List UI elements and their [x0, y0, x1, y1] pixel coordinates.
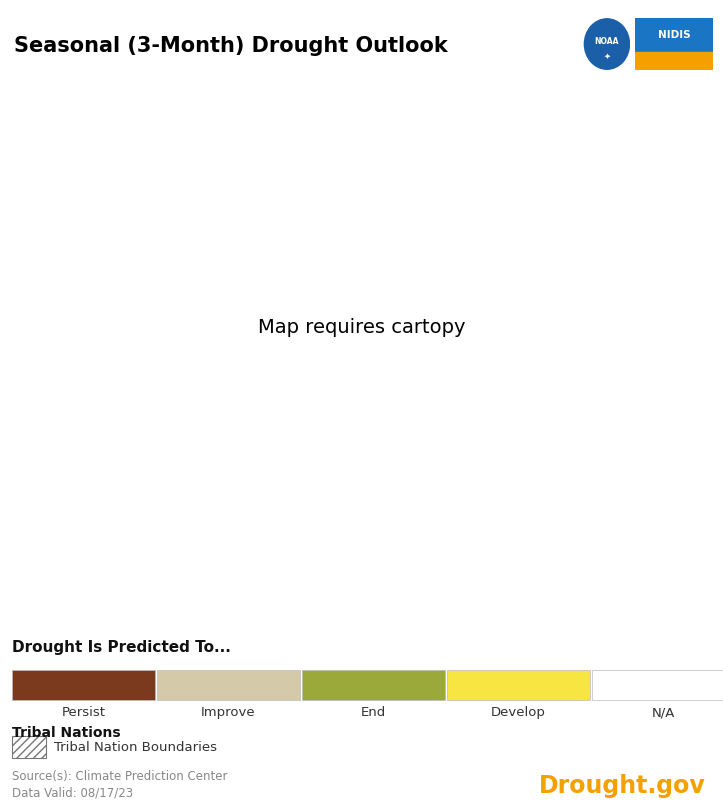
Bar	[635, 18, 713, 52]
Bar	[592, 670, 723, 701]
Text: Seasonal (3-Month) Drought Outlook: Seasonal (3-Month) Drought Outlook	[14, 36, 448, 57]
Text: Map requires cartopy: Map requires cartopy	[258, 318, 465, 337]
Text: Drought Is Predicted To...: Drought Is Predicted To...	[12, 640, 231, 655]
Bar	[302, 670, 445, 701]
Text: NIDIS: NIDIS	[657, 30, 690, 40]
Text: N/A: N/A	[652, 706, 675, 719]
Bar	[157, 670, 300, 701]
Text: ✦: ✦	[604, 51, 610, 60]
Text: Persist: Persist	[61, 706, 106, 719]
Circle shape	[584, 19, 630, 69]
Bar	[635, 52, 713, 70]
Text: Data Valid: 08/17/23: Data Valid: 08/17/23	[12, 786, 133, 799]
Text: Develop: Develop	[491, 706, 546, 719]
Text: Improve: Improve	[201, 706, 256, 719]
Text: Drought.gov: Drought.gov	[539, 774, 706, 798]
Text: Tribal Nation Boundaries: Tribal Nation Boundaries	[54, 741, 217, 754]
Text: Source(s): Climate Prediction Center: Source(s): Climate Prediction Center	[12, 770, 228, 783]
Text: Tribal Nations: Tribal Nations	[12, 726, 121, 740]
Bar	[447, 670, 590, 701]
Text: End: End	[361, 706, 386, 719]
Text: NOAA: NOAA	[595, 37, 619, 46]
Bar	[12, 736, 46, 758]
Bar	[12, 670, 155, 701]
